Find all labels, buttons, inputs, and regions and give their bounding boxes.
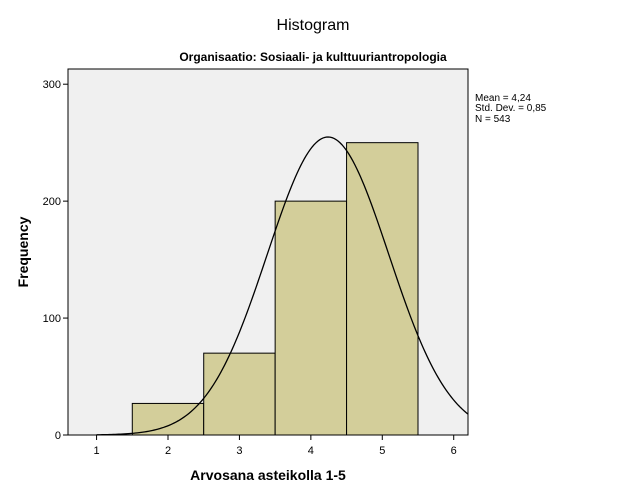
y-tick-label-200: 200 (43, 196, 61, 208)
histogram-bar-2 (203, 352, 276, 436)
normal-curve (96, 136, 469, 436)
x-tick-label-2: 2 (165, 445, 171, 457)
y-tick-label-300: 300 (43, 79, 61, 91)
stat-n: N = 543 (475, 114, 511, 125)
x-axis-label: Arvosana asteikolla 1-5 (190, 467, 346, 483)
x-tick-label-4: 4 (308, 445, 314, 457)
stat-mean: Mean = 4,24 (475, 93, 531, 104)
histogram-bar-1 (131, 402, 205, 436)
x-tick-label-3: 3 (236, 445, 242, 457)
y-tick-label-0: 0 (55, 430, 61, 442)
histogram-bar-3 (274, 200, 348, 436)
stat-std-dev: Std. Dev. = 0,85 (475, 103, 547, 114)
histogram-bar-4 (346, 142, 419, 436)
y-axis-label: Frequency (15, 216, 31, 287)
x-tick-label-1: 1 (94, 445, 100, 457)
x-tick-label-6: 6 (451, 445, 457, 457)
chart-title: Histogram (277, 17, 350, 34)
axes-group: 1 2 3 4 5 6 0 100 200 300 (43, 79, 457, 457)
chart-subtitle: Organisaatio: Sosiaali- ja kulttuuriantr… (179, 50, 447, 64)
y-tick-label-100: 100 (43, 313, 61, 325)
stats-legend: Mean = 4,24 Std. Dev. = 0,85 N = 543 (475, 93, 547, 125)
bars-group (131, 142, 419, 436)
x-tick-label-5: 5 (379, 445, 385, 457)
